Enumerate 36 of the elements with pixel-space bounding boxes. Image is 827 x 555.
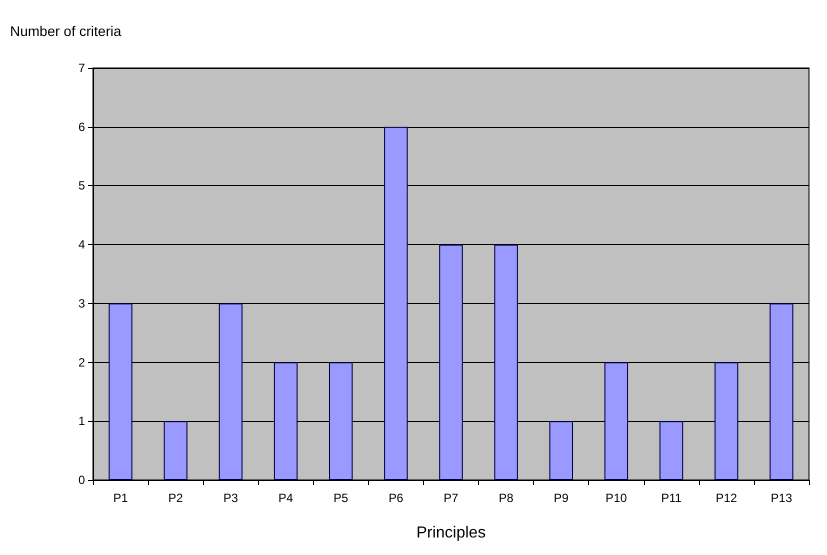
x-tick-label: P3: [223, 491, 238, 505]
y-tick-label: 7: [78, 61, 86, 75]
bar: [218, 303, 243, 480]
y-tick-label: 4: [78, 238, 86, 252]
x-tick-label: P13: [770, 491, 792, 505]
bar: [494, 244, 518, 480]
x-tick-label: P5: [334, 491, 349, 505]
bar: [604, 362, 628, 480]
y-tick-label: 0: [78, 473, 86, 487]
y-tick-label: 2: [78, 355, 86, 370]
bar: [108, 303, 132, 480]
bar: [770, 303, 794, 480]
y-tick-label: 1: [78, 414, 86, 428]
x-tick-label: P7: [444, 491, 459, 505]
x-tick-label: P4: [278, 491, 294, 505]
x-tick-label: P8: [498, 491, 514, 505]
x-tick-label: P10: [606, 491, 628, 505]
y-tick-label: 5: [78, 178, 86, 193]
bar: [329, 362, 353, 480]
y-tick-label: 3: [78, 296, 86, 310]
x-tick-label: P6: [388, 491, 404, 505]
x-tick-label: P12: [716, 491, 738, 505]
bar: [274, 362, 298, 480]
x-tick-label: P11: [661, 491, 682, 505]
bar: [659, 421, 684, 480]
bar: [549, 421, 573, 480]
x-axis-title: Principles: [416, 524, 486, 542]
x-tick-label: P9: [554, 491, 569, 505]
bar: [714, 362, 738, 480]
y-axis-title: Number of criteria: [10, 23, 122, 39]
y-tick-label: 6: [78, 120, 86, 134]
x-tick-label: P1: [113, 491, 128, 505]
x-tick-label: P2: [168, 491, 184, 505]
bar: [384, 126, 408, 480]
bar: [439, 244, 463, 480]
bar: [164, 421, 188, 480]
